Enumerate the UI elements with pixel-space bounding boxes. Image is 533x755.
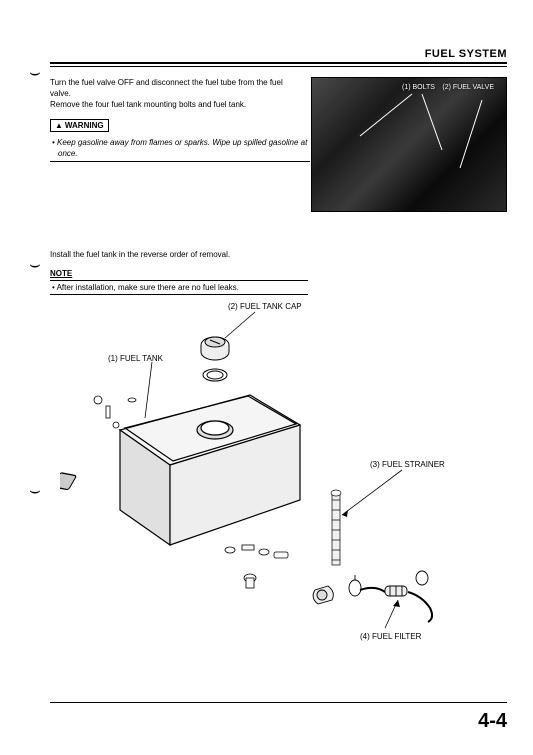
page-content: FUEL SYSTEM Turn the fuel valve OFF and … — [0, 0, 533, 755]
section-title: FUEL SYSTEM — [50, 48, 507, 60]
page-number: 4-4 — [478, 710, 507, 733]
note-label: NOTE — [50, 269, 507, 278]
warning-icon: ▲ — [55, 121, 63, 130]
reference-photo: (1) BOLTS (2) FUEL VALVE — [311, 77, 507, 212]
photo-label-bolts: (1) BOLTS — [402, 84, 435, 91]
install-instruction: Install the fuel tank in the reverse ord… — [50, 250, 310, 259]
footer-rule — [50, 702, 507, 703]
diagram-svg — [60, 300, 480, 680]
header-rule-bottom — [50, 66, 507, 67]
note-text: • After installation, make sure there ar… — [50, 280, 308, 295]
warning-box: ▲WARNING — [50, 119, 109, 132]
photo-label-valve: (2) FUEL VALVE — [442, 84, 494, 92]
instruction-text: Turn the fuel valve OFF and disconnect t… — [50, 77, 305, 111]
warning-text: • Keep gasoline away from flames or spar… — [50, 137, 310, 162]
exploded-diagram: (2) FUEL TANK CAP (1) FUEL TANK (3) FUEL… — [60, 300, 480, 680]
header-rule-top — [50, 62, 507, 64]
